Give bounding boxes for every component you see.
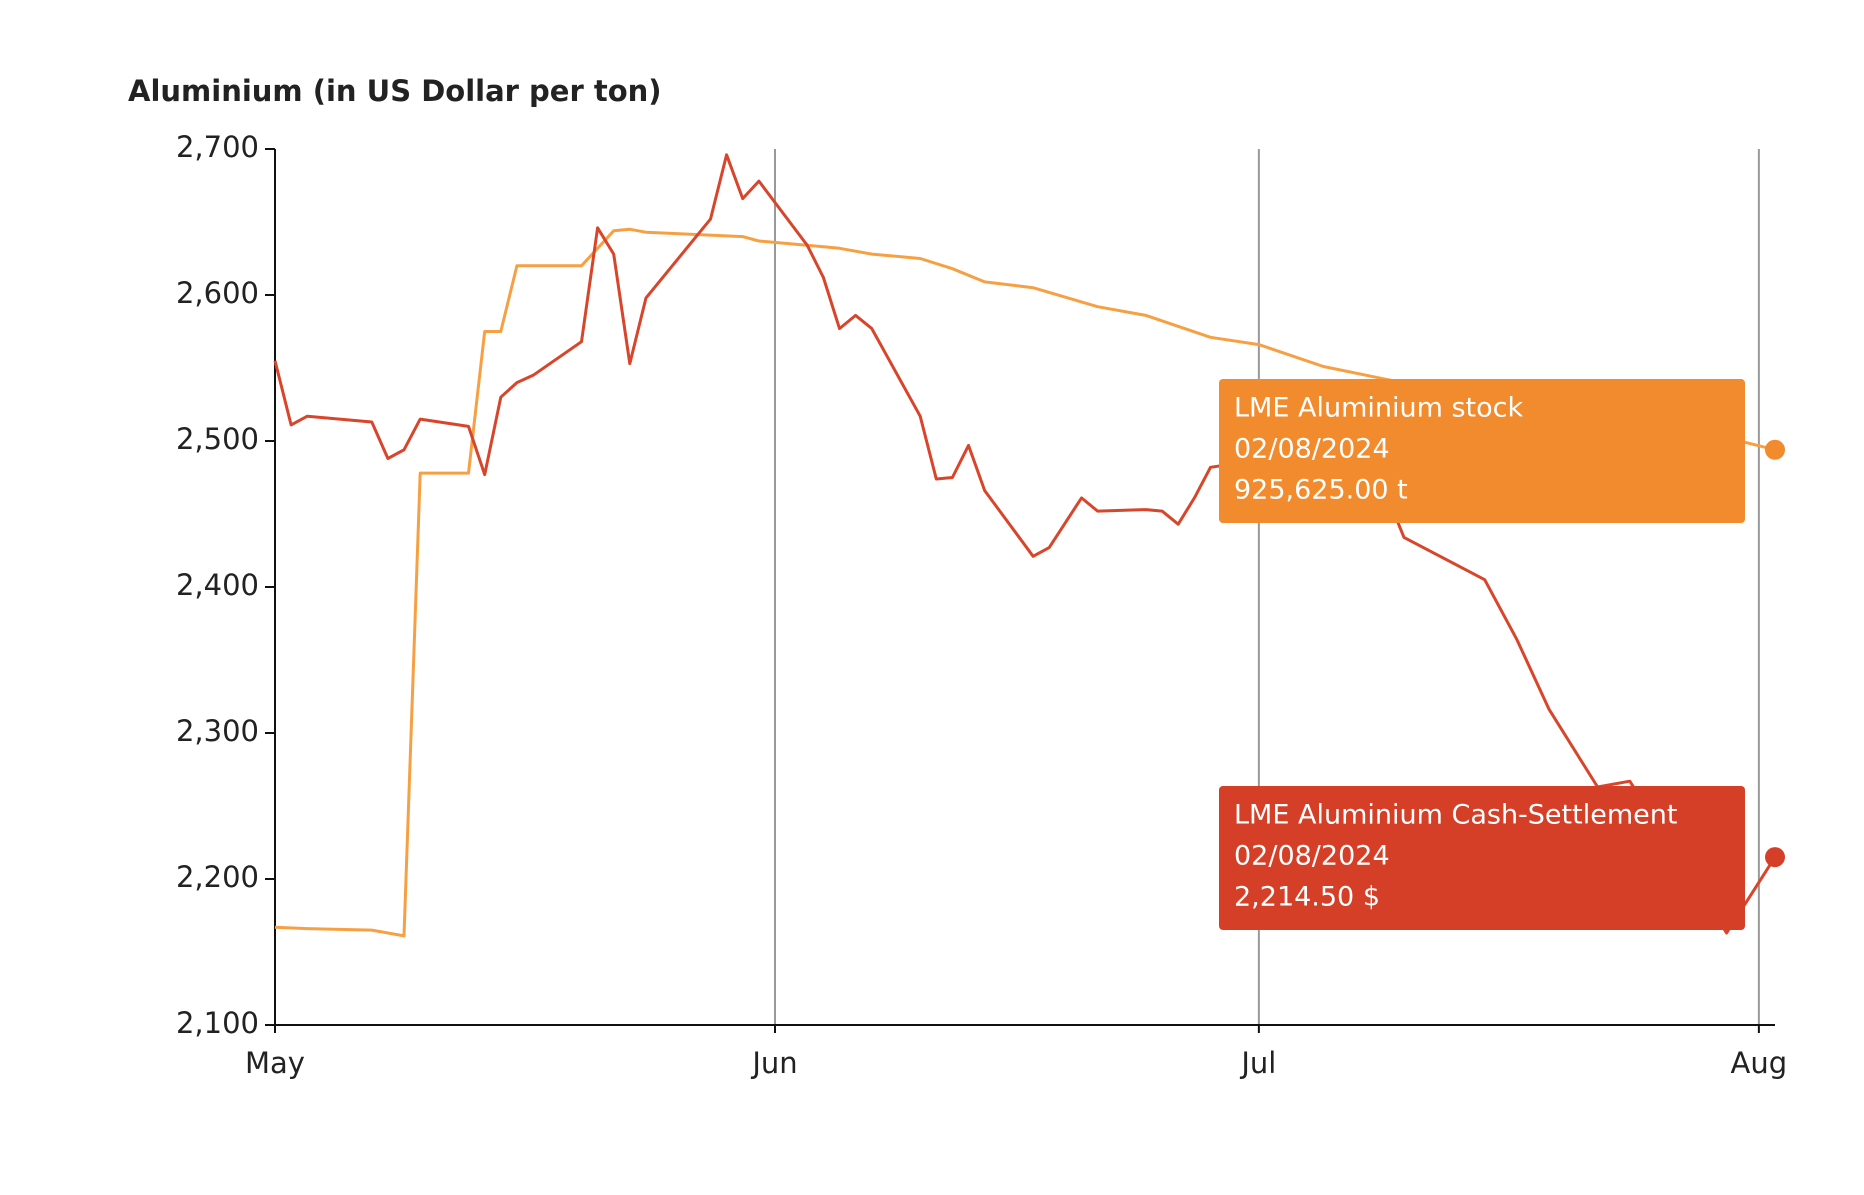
y-tick-label: 2,300	[176, 714, 259, 748]
x-tick-label: May	[245, 1046, 305, 1080]
tooltip-text: 2,214.50 $	[1234, 882, 1380, 913]
y-tick-label: 2,500	[176, 422, 259, 456]
tooltip-text: 02/08/2024	[1234, 434, 1390, 465]
y-tick-label: 2,700	[176, 130, 259, 164]
chart-title: Aluminium (in US Dollar per ton)	[128, 74, 662, 108]
tooltip-text: 925,625.00 t	[1234, 475, 1408, 506]
tooltip-box	[1219, 379, 1745, 523]
y-tick-label: 2,600	[176, 276, 259, 310]
y-tick-label: 2,200	[176, 860, 259, 894]
y-tick-label: 2,400	[176, 568, 259, 602]
y-tick-label: 2,100	[176, 1006, 259, 1040]
tooltip-box	[1219, 786, 1745, 930]
x-tick-label: Jul	[1239, 1046, 1276, 1080]
tooltip-text: LME Aluminium Cash-Settlement	[1234, 800, 1677, 831]
x-tick-label: Aug	[1731, 1046, 1788, 1080]
end-point	[1765, 439, 1785, 460]
series-line	[274, 227, 1776, 938]
tooltip-text: 02/08/2024	[1234, 841, 1390, 872]
x-tick-label: Jun	[750, 1046, 797, 1080]
end-point	[1765, 847, 1785, 868]
tooltip-text: LME Aluminium stock	[1234, 393, 1523, 424]
